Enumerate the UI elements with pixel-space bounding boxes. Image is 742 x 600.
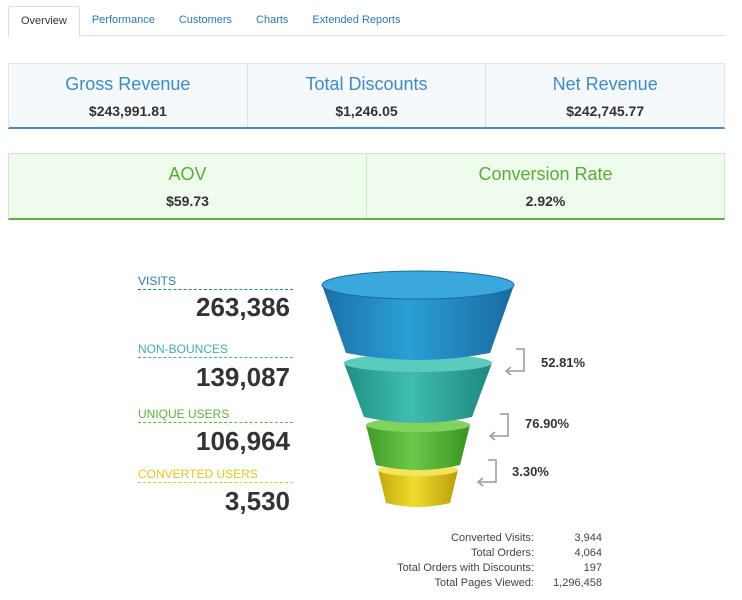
- summary-label: Converted Visits:: [451, 532, 534, 544]
- funnel-stage-visits: [321, 270, 515, 360]
- stat-label: Net Revenue: [552, 74, 658, 94]
- summary-value: 4,064: [574, 547, 602, 559]
- visits-value: 263,386: [196, 292, 290, 322]
- stat-value: $59.73: [166, 193, 209, 209]
- report-tabs: Overview Performance Customers Charts Ex…: [8, 6, 725, 37]
- visits-label: VISITS: [138, 274, 293, 290]
- stat-value: $242,745.77: [566, 103, 645, 119]
- conversion-stats: AOV $59.73 Conversion Rate 2.92%: [8, 153, 725, 220]
- summary-value: 1,296,458: [553, 577, 602, 589]
- gross-revenue-stat: Gross Revenue $243,991.81: [9, 64, 248, 127]
- converted-users-value: 3,530: [224, 486, 290, 516]
- arrow-icon: [488, 413, 509, 441]
- summary-row: Converted Visits: 3,944: [340, 531, 602, 546]
- stat-label: Conversion Rate: [478, 164, 613, 184]
- summary-label: Total Orders with Discounts:: [397, 562, 534, 574]
- arrow-icon: [504, 348, 525, 376]
- non-bounces-value: 139,087: [196, 362, 290, 392]
- stat-label: Total Discounts: [305, 74, 428, 94]
- stat-value: $1,246.05: [335, 103, 398, 119]
- summary-table: Converted Visits: 3,944 Total Orders: 4,…: [340, 531, 602, 591]
- funnel-stage-unique-users: [366, 418, 470, 470]
- arrow-icon: [476, 459, 497, 487]
- unique-users-label: UNIQUE USERS: [138, 407, 293, 423]
- non-bounces-label: NON-BOUNCES: [138, 342, 293, 358]
- stat-label: AOV: [168, 164, 207, 184]
- total-discounts-stat: Total Discounts $1,246.05: [248, 64, 487, 127]
- tab-performance[interactable]: Performance: [91, 14, 155, 26]
- tab-extended-reports[interactable]: Extended Reports: [312, 14, 401, 26]
- stat-value: 2.92%: [525, 193, 566, 209]
- funnel-stage-non-bounces: [344, 354, 492, 423]
- revenue-stats: Gross Revenue $243,991.81 Total Discount…: [8, 63, 725, 129]
- tab-overview[interactable]: Overview: [8, 6, 80, 37]
- conversion-rate: 3.30%: [512, 464, 549, 479]
- conversion-rate-stat: Conversion Rate 2.92%: [367, 154, 724, 218]
- conversion-funnel: [321, 270, 515, 507]
- stat-label: Gross Revenue: [65, 74, 191, 94]
- summary-row: Total Orders: 4,064: [340, 546, 602, 561]
- converted-users-label: CONVERTED USERS: [138, 467, 293, 483]
- aov-stat: AOV $59.73: [9, 154, 367, 218]
- tab-customers[interactable]: Customers: [178, 14, 233, 26]
- net-revenue-stat: Net Revenue $242,745.77: [486, 64, 724, 127]
- summary-row: Total Orders with Discounts: 197: [340, 561, 602, 576]
- funnel-stage-converted: [378, 464, 458, 507]
- tab-charts[interactable]: Charts: [256, 14, 289, 26]
- non-bounce-rate: 52.81%: [541, 355, 586, 370]
- summary-label: Total Pages Viewed:: [434, 577, 534, 589]
- stat-value: $243,991.81: [88, 103, 167, 119]
- summary-label: Total Orders:: [471, 547, 534, 559]
- summary-value: 197: [583, 562, 602, 574]
- unique-user-rate: 76.90%: [525, 416, 570, 431]
- unique-users-value: 106,964: [196, 426, 290, 456]
- summary-value: 3,944: [574, 532, 602, 544]
- summary-row: Total Pages Viewed: 1,296,458: [340, 576, 602, 591]
